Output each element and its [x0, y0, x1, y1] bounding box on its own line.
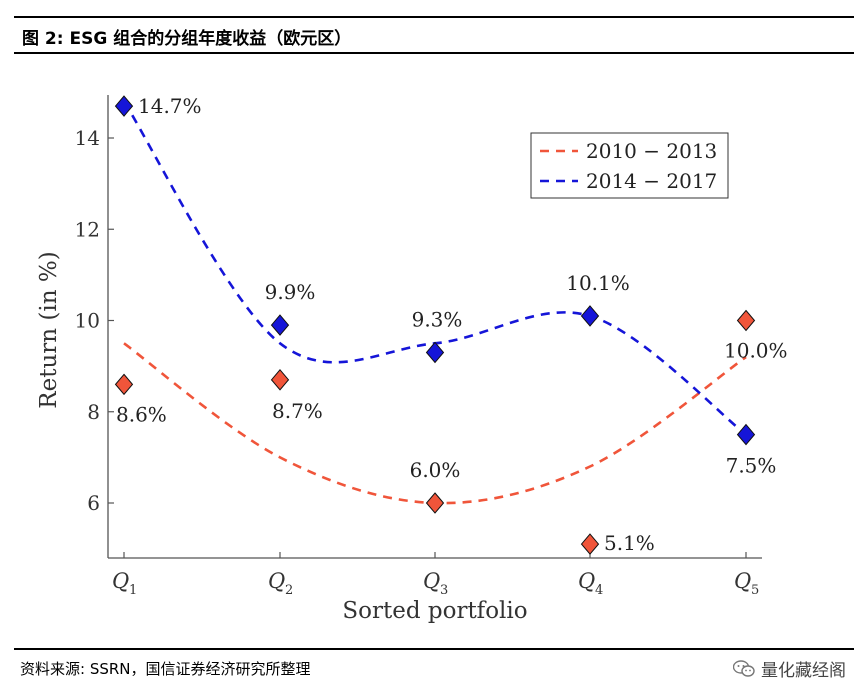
data-label: 10.0%: [724, 339, 788, 363]
data-label: 14.7%: [138, 94, 202, 118]
data-label: 9.3%: [412, 307, 463, 331]
x-tick-subscript: 1: [129, 583, 137, 598]
point-2014-2017: [114, 95, 134, 117]
y-tick-label: 12: [75, 217, 100, 241]
data-label: 5.1%: [604, 531, 655, 555]
figure-header: 图 2: ESG 组合的分组年度收益（欧元区）: [14, 16, 854, 54]
watermark-text: 量化藏经阁: [761, 661, 846, 681]
point-2014-2017: [736, 423, 756, 446]
legend: 2010 − 2013 2014 − 2017: [530, 132, 729, 199]
legend-label-2014-2017: 2014 − 2017: [586, 169, 717, 193]
x-tick-letter: Q: [112, 569, 129, 593]
data-label: 8.6%: [116, 402, 167, 426]
watermark: 量化藏经阁: [733, 656, 846, 681]
point-2010-2013: [425, 492, 445, 514]
wechat-icon: [733, 659, 755, 677]
point-2014-2017: [270, 314, 290, 336]
y-tick-label: 6: [87, 491, 100, 515]
x-tick-letter: Q: [423, 569, 440, 593]
x-tick-subscript: 2: [285, 583, 293, 598]
point-2014-2017: [580, 305, 600, 327]
fit-curve-2014-2017: [122, 100, 747, 436]
point-2010-2013: [580, 533, 600, 555]
point-2014-2017: [425, 341, 445, 364]
figure-title: 图 2: ESG 组合的分组年度收益（欧元区）: [22, 29, 352, 49]
y-axis-title: Return (in %): [36, 251, 62, 408]
point-2010-2013: [270, 369, 290, 391]
y-tick-label: 10: [75, 309, 100, 333]
source-note: 资料来源: SSRN，国信证券经济研究所整理: [20, 660, 311, 678]
x-tick-subscript: 4: [595, 583, 603, 598]
data-label: 10.1%: [566, 271, 630, 295]
y-tick-label: 8: [87, 400, 100, 424]
x-tick-letter: Q: [268, 569, 285, 593]
x-tick-letter: Q: [578, 569, 595, 593]
point-2010-2013: [736, 309, 756, 332]
x-tick-subscript: 5: [751, 583, 759, 598]
y-tick-label: 14: [75, 126, 100, 150]
data-points: [114, 95, 756, 555]
x-axis-title: Sorted portfolio: [342, 598, 527, 624]
data-label: 8.7%: [272, 399, 323, 423]
x-tick-letter: Q: [734, 569, 751, 593]
legend-box: [530, 132, 729, 199]
x-tick-subscript: 3: [440, 583, 448, 598]
figure-footer: 资料来源: SSRN，国信证券经济研究所整理 量化藏经阁: [14, 648, 854, 690]
y-ticks: 6 8 10 12 14: [75, 126, 114, 515]
point-2010-2013: [114, 373, 134, 396]
data-label: 6.0%: [410, 458, 461, 482]
data-label: 7.5%: [726, 454, 777, 478]
point-labels: 8.6% 8.7% 6.0% 5.1% 10.0% 14.7% 9.9% 9.3% 10.1% 7…: [116, 94, 788, 555]
data-label: 9.9%: [265, 280, 316, 304]
legend-label-2010-2013: 2010 − 2013: [586, 139, 717, 163]
